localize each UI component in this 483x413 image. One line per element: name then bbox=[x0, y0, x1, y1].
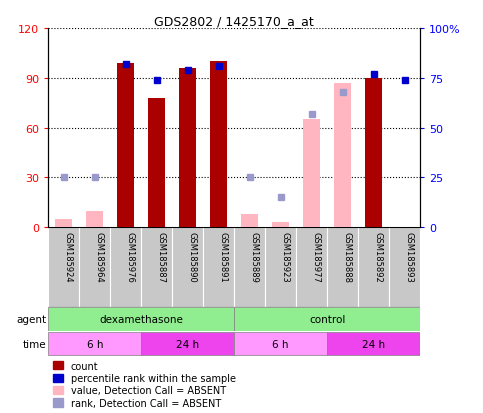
Bar bbox=[55, 219, 72, 228]
Bar bbox=[241, 214, 258, 228]
Bar bbox=[79, 228, 110, 307]
Bar bbox=[110, 228, 142, 307]
Text: GSM185964: GSM185964 bbox=[95, 232, 104, 282]
Text: GSM185923: GSM185923 bbox=[281, 232, 290, 282]
Text: GSM185976: GSM185976 bbox=[126, 232, 135, 282]
Text: GSM185890: GSM185890 bbox=[188, 232, 197, 282]
Bar bbox=[48, 332, 142, 355]
Bar bbox=[265, 228, 296, 307]
Bar bbox=[141, 228, 172, 307]
Text: control: control bbox=[309, 314, 345, 324]
Bar bbox=[303, 120, 320, 228]
Text: dexamethasone: dexamethasone bbox=[99, 314, 183, 324]
Title: GDS2802 / 1425170_a_at: GDS2802 / 1425170_a_at bbox=[155, 15, 314, 28]
Text: GSM185888: GSM185888 bbox=[343, 232, 352, 282]
Bar bbox=[272, 223, 289, 228]
Bar bbox=[179, 69, 196, 228]
Bar bbox=[48, 308, 234, 331]
Bar bbox=[327, 332, 420, 355]
Text: 6 h: 6 h bbox=[86, 339, 103, 349]
Bar bbox=[172, 228, 203, 307]
Bar bbox=[234, 308, 420, 331]
Text: GSM185889: GSM185889 bbox=[250, 232, 259, 282]
Text: GSM185891: GSM185891 bbox=[219, 232, 228, 282]
Bar bbox=[117, 64, 134, 228]
Text: 24 h: 24 h bbox=[362, 339, 385, 349]
Text: GSM185924: GSM185924 bbox=[64, 232, 73, 282]
Text: agent: agent bbox=[16, 314, 47, 324]
Text: GSM185892: GSM185892 bbox=[374, 232, 383, 282]
Bar bbox=[327, 228, 358, 307]
Bar bbox=[48, 228, 79, 307]
Bar bbox=[210, 62, 227, 228]
Bar bbox=[203, 228, 234, 307]
Bar bbox=[358, 228, 389, 307]
Bar bbox=[365, 78, 382, 228]
Text: 24 h: 24 h bbox=[176, 339, 199, 349]
Legend: count, percentile rank within the sample, value, Detection Call = ABSENT, rank, : count, percentile rank within the sample… bbox=[53, 361, 236, 408]
Text: GSM185893: GSM185893 bbox=[405, 232, 414, 282]
Text: GSM185887: GSM185887 bbox=[157, 232, 166, 282]
Bar bbox=[234, 332, 327, 355]
Bar bbox=[389, 228, 420, 307]
Bar bbox=[296, 228, 327, 307]
Text: GSM185977: GSM185977 bbox=[312, 232, 321, 282]
Text: 6 h: 6 h bbox=[272, 339, 289, 349]
Bar bbox=[234, 228, 265, 307]
Bar bbox=[86, 211, 103, 228]
Bar bbox=[334, 83, 351, 228]
Text: time: time bbox=[23, 339, 47, 349]
Bar bbox=[148, 98, 165, 228]
Bar bbox=[141, 332, 234, 355]
